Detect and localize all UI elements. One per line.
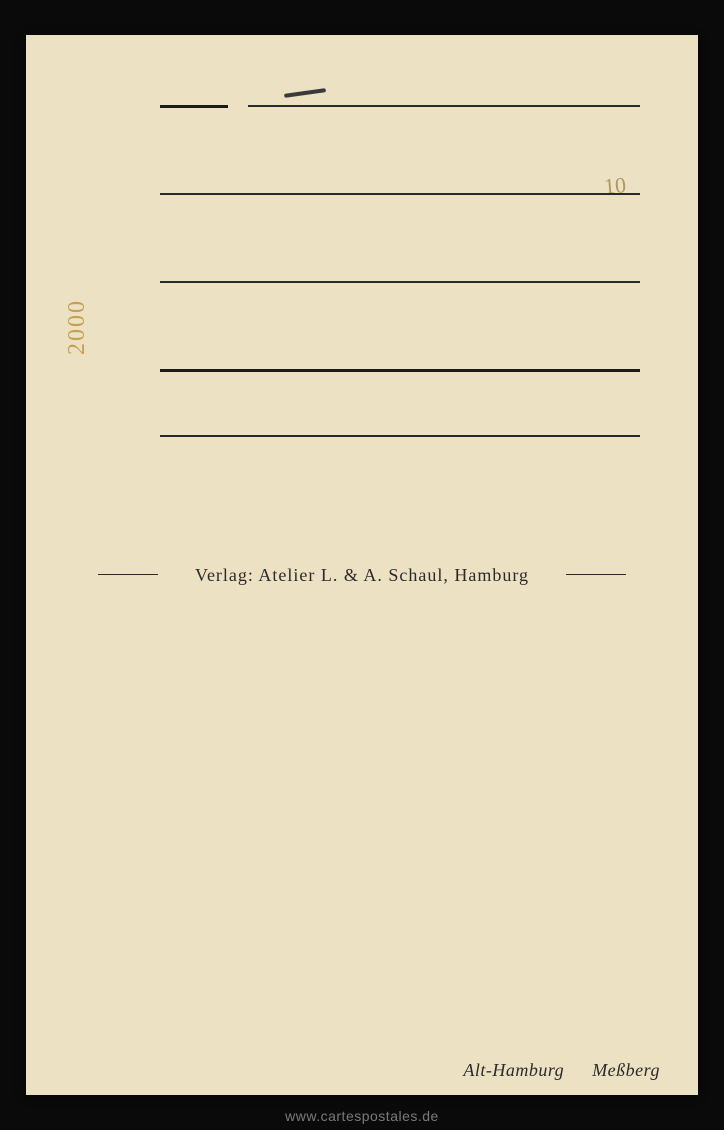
handwritten-number: 2000: [64, 299, 91, 355]
address-line-3: [160, 281, 640, 283]
address-line-4-bold: [160, 369, 640, 372]
card-caption: Alt-Hamburg Meßberg: [463, 1060, 660, 1081]
postcard-back: 2000 10 Verlag: Atelier L. & A. Schaul, …: [26, 35, 698, 1095]
address-line-1: [248, 105, 640, 107]
publisher-text: Verlag: Atelier L. & A. Schaul, Hamburg: [26, 565, 698, 586]
caption-right: Meßberg: [592, 1060, 660, 1080]
pencil-stroke: [284, 88, 326, 98]
address-line-2: [160, 193, 640, 195]
address-line-short: [160, 105, 228, 108]
address-lines-block: [160, 105, 640, 435]
caption-left: Alt-Hamburg: [463, 1060, 564, 1080]
publisher-divider-right: [566, 574, 626, 575]
watermark-text: www.cartespostales.de: [0, 1108, 724, 1124]
address-line-5: [160, 435, 640, 437]
